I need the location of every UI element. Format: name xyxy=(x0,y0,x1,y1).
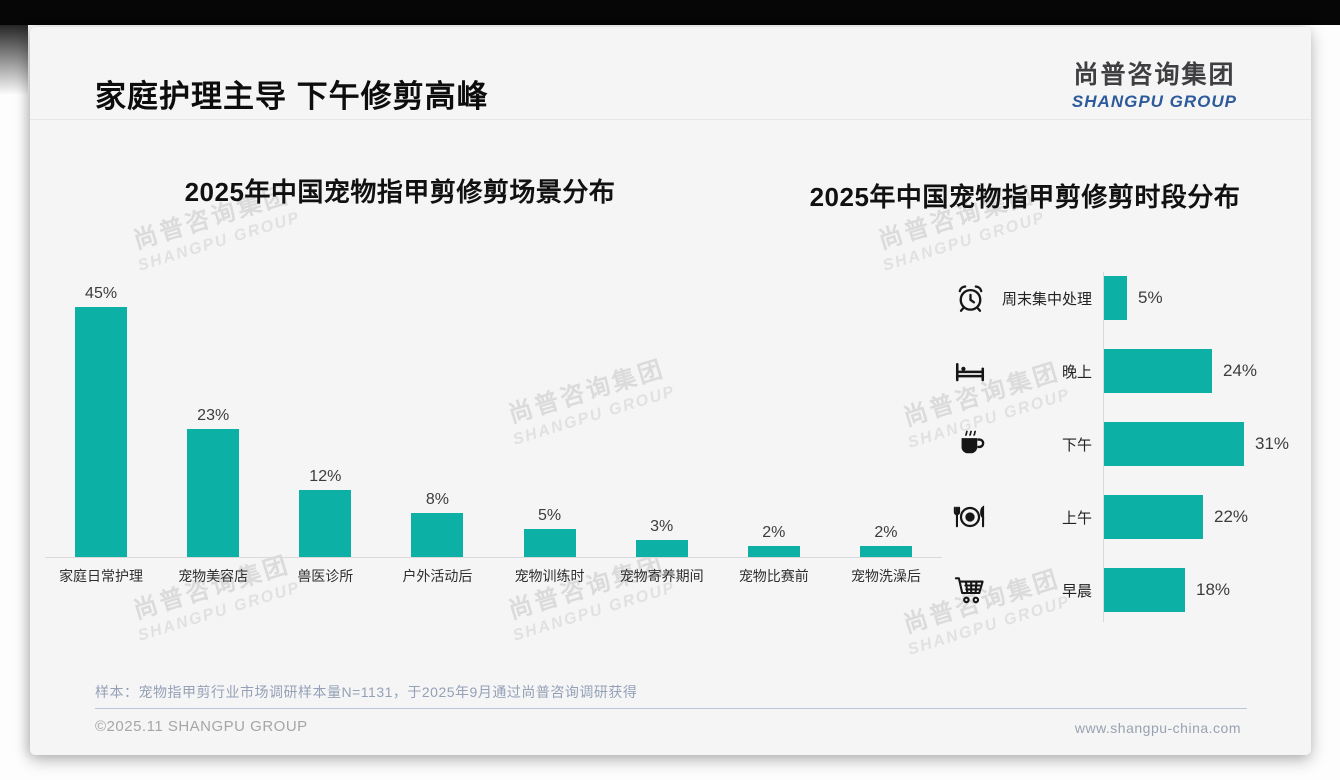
right-chart-axis-line xyxy=(1103,272,1104,622)
footer-divider xyxy=(95,708,1247,709)
bar-value-label: 5% xyxy=(1138,288,1163,307)
vertical-bar xyxy=(187,429,240,557)
bed-icon xyxy=(945,353,995,389)
left-bar-group: 12% xyxy=(269,468,381,557)
alarm-clock-icon xyxy=(945,282,995,315)
category-label: 宠物洗澡后 xyxy=(850,568,921,584)
left-edge-shadow xyxy=(0,25,28,95)
horizontal-bar xyxy=(1104,349,1212,393)
left-bar-group: 45% xyxy=(45,285,157,557)
dining-plate-icon xyxy=(945,499,995,535)
bar-value-label: 45% xyxy=(85,285,118,302)
vertical-bar xyxy=(523,529,576,557)
category-label: 户外活动后 xyxy=(402,568,473,584)
header-divider xyxy=(30,119,1311,120)
coffee-cup-icon xyxy=(945,428,995,461)
category-label: 宠物美容店 xyxy=(178,568,249,584)
time-row: 早晨 18% xyxy=(945,568,1305,612)
scene-distribution-chart: 45% 23% 12% 8% 5% 3% 2% 2% xyxy=(45,279,942,557)
bar-value-label: 8% xyxy=(425,491,449,508)
bar-value-label: 12% xyxy=(309,468,342,485)
time-row: 上午 22% xyxy=(945,495,1305,539)
horizontal-bar xyxy=(1104,568,1185,612)
bar-value-label: 24% xyxy=(1223,361,1258,380)
bar-value-label: 18% xyxy=(1196,580,1231,599)
left-chart-axis-line xyxy=(45,557,942,558)
shopping-cart-icon xyxy=(945,572,995,608)
right-chart-title: 2025年中国宠物指甲剪修剪时段分布 xyxy=(809,182,1241,212)
left-bar-group: 5% xyxy=(494,507,606,557)
logo: 尚普咨询集团 SHANGPU GROUP xyxy=(1072,55,1237,112)
left-bar-group: 3% xyxy=(606,518,718,557)
time-label: 下午 xyxy=(1061,436,1092,454)
watermark-text-en: SHANGPU GROUP xyxy=(135,209,303,275)
page-title: 家庭护理主导 下午修剪高峰 xyxy=(95,79,489,114)
category-label: 宠物训练时 xyxy=(514,568,585,584)
bar-value-label: 3% xyxy=(650,518,674,535)
left-bar-group: 23% xyxy=(157,407,269,557)
left-bar-group: 8% xyxy=(381,491,493,557)
category-label: 兽医诊所 xyxy=(297,568,354,584)
category-label: 家庭日常护理 xyxy=(59,568,144,584)
footer-website: www.shangpu-china.com xyxy=(1074,720,1241,736)
horizontal-bar xyxy=(1104,422,1244,466)
time-row: 晚上 24% xyxy=(945,349,1305,393)
category-label: 宠物寄养期间 xyxy=(619,568,704,584)
left-chart-category-labels: 家庭日常护理 宠物美容店 兽医诊所 户外活动后 宠物训练时 宠物寄养期间 宠物比赛前 宠物洗澡… xyxy=(45,566,942,586)
left-bar-group: 2% xyxy=(830,524,942,557)
bar-value-label: 2% xyxy=(874,524,898,541)
bar-value-label: 2% xyxy=(762,524,786,541)
footer-copyright: ©2025.11 SHANGPU GROUP xyxy=(95,718,308,735)
time-row: 下午 31% xyxy=(945,422,1305,466)
horizontal-bar xyxy=(1104,276,1127,320)
time-label: 周末集中处理 xyxy=(1001,290,1092,308)
viewer-top-bar xyxy=(0,0,1340,25)
bar-value-label: 5% xyxy=(538,507,562,524)
time-label: 早晨 xyxy=(1061,582,1092,600)
vertical-bar xyxy=(411,513,464,557)
left-bar-group: 2% xyxy=(718,524,830,557)
vertical-bar xyxy=(859,546,912,557)
vertical-bar xyxy=(747,546,800,557)
vertical-bar xyxy=(75,307,128,557)
logo-text-cn: 尚普咨询集团 xyxy=(1073,61,1236,89)
vertical-bar xyxy=(299,490,352,557)
time-label: 上午 xyxy=(1061,509,1092,527)
category-label: 宠物比赛前 xyxy=(738,568,809,584)
time-distribution-chart: 周末集中处理 5% 晚上 24% 下午 31% 上午 22% 早晨 18% xyxy=(945,276,1305,641)
horizontal-bar xyxy=(1104,495,1203,539)
logo-text-en: SHANGPU GROUP xyxy=(1071,92,1237,111)
vertical-bar xyxy=(635,540,688,557)
sample-note: 样本：宠物指甲剪行业市场调研样本量N=1131，于2025年9月通过尚普咨询调研… xyxy=(95,684,638,700)
bar-value-label: 23% xyxy=(197,407,230,424)
slide-card: 尚普咨询集团 SHANGPU GROUP 尚普咨询集团 SHANGPU GROUP 尚普… xyxy=(30,27,1311,755)
left-chart-title: 2025年中国宠物指甲剪修剪场景分布 xyxy=(184,177,616,207)
bar-value-label: 31% xyxy=(1255,434,1290,453)
time-row: 周末集中处理 5% xyxy=(945,276,1305,320)
bar-value-label: 22% xyxy=(1214,507,1249,526)
time-label: 晚上 xyxy=(1061,363,1092,381)
